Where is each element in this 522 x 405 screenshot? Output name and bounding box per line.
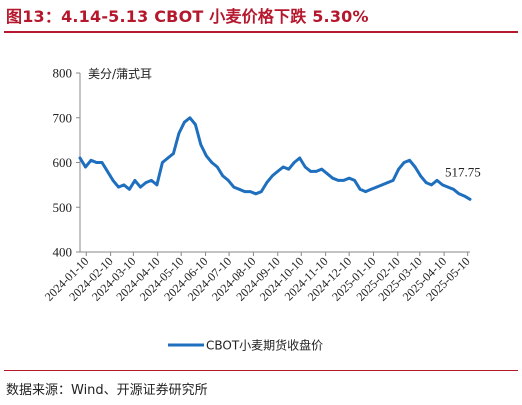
data-point — [216, 165, 219, 169]
data-point — [172, 152, 175, 155]
data-point — [369, 188, 373, 191]
title-rule — [4, 31, 518, 33]
last-value-label: 517.75 — [445, 164, 481, 179]
data-point — [177, 132, 181, 135]
data-point — [78, 156, 82, 160]
data-point — [314, 170, 318, 173]
legend-label: CBOT小麦期货收盘价 — [206, 338, 323, 353]
data-point — [188, 116, 192, 120]
data-point — [111, 179, 115, 182]
data-point — [144, 181, 148, 184]
data-point — [238, 188, 241, 191]
data-point — [298, 156, 302, 160]
data-point — [100, 161, 104, 164]
data-point — [122, 183, 126, 187]
data-point — [128, 188, 131, 191]
y-tick-label: 500 — [53, 200, 73, 215]
data-point — [271, 174, 274, 178]
data-point — [287, 167, 291, 171]
data-point — [435, 179, 439, 182]
data-point — [133, 179, 137, 182]
data-point — [276, 170, 280, 173]
line-chart: 美分/蒲式耳 400 500 600 700 800 2024-01-102024-02… — [42, 66, 481, 353]
data-point — [205, 154, 208, 158]
y-tick-label: 400 — [53, 245, 73, 260]
source-rule — [4, 370, 518, 371]
data-point — [243, 190, 247, 193]
data-point — [227, 179, 230, 182]
data-point — [281, 165, 285, 169]
data-point — [446, 185, 450, 189]
data-point — [342, 179, 346, 182]
series-line-cbot-wheat — [78, 116, 472, 201]
data-point — [117, 185, 120, 189]
y-axis-unit-label: 美分/蒲式耳 — [88, 67, 152, 81]
data-point — [95, 161, 98, 164]
data-point — [210, 161, 214, 164]
data-point — [254, 192, 258, 196]
data-point — [325, 172, 329, 175]
data-point — [106, 170, 109, 173]
data-point — [457, 192, 461, 196]
source-note: 数据来源：Wind、开源证券研究所 — [6, 383, 208, 398]
data-point — [309, 170, 313, 173]
y-axis: 400 500 600 700 800 — [53, 66, 81, 260]
x-axis: 2024-01-102024-02-102024-03-102024-04-10… — [42, 251, 473, 304]
data-point — [391, 179, 395, 182]
data-point — [221, 174, 225, 178]
data-point — [292, 161, 296, 164]
data-point — [199, 143, 203, 146]
data-point — [364, 190, 367, 193]
data-point — [468, 198, 472, 201]
data-point — [150, 179, 153, 182]
data-point — [249, 190, 252, 193]
data-point — [161, 161, 164, 164]
legend: CBOT小麦期货收盘价 — [168, 338, 323, 353]
data-point — [194, 123, 197, 126]
y-tick-label: 800 — [53, 66, 73, 81]
data-point — [430, 183, 433, 187]
data-point — [336, 179, 340, 182]
y-tick-label: 700 — [53, 110, 73, 125]
data-point — [353, 179, 356, 182]
data-point — [166, 156, 170, 160]
data-point — [402, 161, 406, 164]
data-point — [424, 181, 428, 184]
data-point — [89, 159, 93, 162]
data-point — [303, 165, 307, 169]
data-point — [375, 185, 378, 189]
data-point — [265, 181, 269, 184]
data-point — [331, 176, 335, 180]
y-tick-label: 600 — [53, 155, 73, 170]
data-point — [84, 165, 87, 169]
data-point — [358, 188, 362, 191]
data-point — [347, 176, 351, 180]
data-point — [441, 183, 444, 187]
data-point — [408, 159, 411, 162]
data-point — [413, 165, 417, 169]
data-point — [139, 185, 142, 189]
data-point — [419, 174, 422, 178]
data-point — [232, 185, 236, 189]
data-point — [320, 167, 324, 171]
data-point — [397, 167, 400, 171]
data-point — [260, 190, 263, 193]
data-point — [155, 183, 159, 187]
data-point — [463, 194, 466, 198]
data-point — [380, 183, 384, 187]
data-point — [386, 181, 389, 184]
series-points — [78, 116, 472, 201]
figure-title: 图13：4.14-5.13 CBOT 小麦价格下跌 5.30% — [6, 7, 369, 26]
data-point — [452, 188, 455, 191]
data-point — [183, 120, 186, 124]
